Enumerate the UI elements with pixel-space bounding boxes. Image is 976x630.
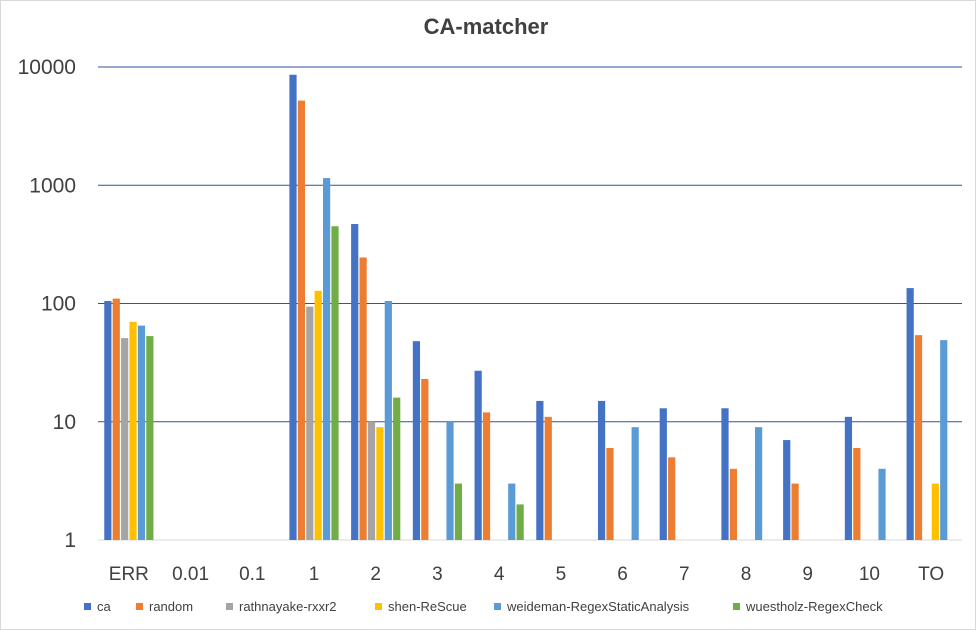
bar-shen-ReScue-TO [931,483,939,540]
x-tick-label: 2 [370,564,381,585]
bar-rathnayake-rxxr2-ERR [121,338,129,540]
bar-weideman-RegexStaticAnalysis-ERR [137,325,146,540]
bar-random-7 [668,457,676,540]
legend-swatch [733,603,740,610]
bar-ca-TO [906,288,914,540]
x-tick-label: 9 [802,564,813,585]
x-tick-label: TO [918,564,944,585]
x-tick-label: 6 [617,564,628,585]
x-tick-label: 3 [432,564,443,585]
x-tick-label: 5 [556,564,567,585]
chart-title: CA-matcher [424,14,549,39]
x-tick-label: 10 [859,564,880,585]
bar-wuestholz-RegexCheck-1 [331,226,339,540]
bar-random-1 [297,100,305,540]
y-tick-label: 1 [64,529,76,552]
x-tick-label: 0.1 [239,564,265,585]
bar-shen-ReScue-2 [376,427,384,540]
bar-weideman-RegexStaticAnalysis-4 [508,483,516,540]
y-axis-ticks: 1 10 100 1000 10000 [18,56,76,552]
bar-random-8 [729,468,737,540]
bar-ca-ERR [104,300,112,540]
bar-ca-8 [721,408,729,540]
bar-random-4 [482,412,491,540]
x-tick-label: 1 [309,564,320,585]
legend-swatch [375,603,382,610]
x-tick-label: 8 [741,564,752,585]
bar-weideman-RegexStaticAnalysis-3 [446,421,454,540]
legend-swatch [494,603,501,610]
legend-swatch [226,603,233,610]
bar-random-ERR [112,298,120,540]
x-axis-ticks: ERR 0.01 0.1 1 2 3 4 5 6 7 8 9 10 TO [109,564,944,585]
legend-swatch [136,603,143,610]
legend-swatch [84,603,91,610]
bar-weideman-RegexStaticAnalysis-8 [755,427,763,540]
bar-wuestholz-RegexCheck-2 [393,397,401,540]
legend-label: rathnayake-rxxr2 [239,599,337,614]
bar-weideman-RegexStaticAnalysis-6 [631,427,639,540]
bar-wuestholz-RegexCheck-4 [516,504,524,540]
x-tick-label: 0.01 [172,564,209,585]
bar-rathnayake-rxxr2-2 [367,421,376,540]
bar-ca-7 [659,408,667,540]
gridlines [98,66,962,541]
x-tick-label: 7 [679,564,690,585]
bar-ca-4 [474,370,482,540]
x-tick-label: 4 [494,564,505,585]
y-tick-label: 10 [53,411,76,434]
x-tick-label: ERR [109,564,149,585]
bar-weideman-RegexStaticAnalysis-1 [323,178,331,540]
bar-random-10 [853,447,861,540]
bar-ca-9 [783,440,791,540]
bar-weideman-RegexStaticAnalysis-2 [384,300,392,540]
legend-label: ca [97,599,112,614]
bar-ca-1 [289,74,297,541]
bar-random-9 [791,483,799,540]
bar-ca-5 [536,400,544,540]
y-tick-label: 1000 [29,174,76,197]
legend-label: weideman-RegexStaticAnalysis [506,599,690,614]
bar-wuestholz-RegexCheck-ERR [146,336,154,540]
bar-random-3 [421,378,429,540]
bar-ca-3 [412,341,421,540]
bar-shen-ReScue-ERR [129,321,137,540]
bar-weideman-RegexStaticAnalysis-10 [878,468,886,540]
bar-weideman-RegexStaticAnalysis-TO [940,340,948,540]
legend-label: random [149,599,193,614]
legend-label: shen-ReScue [388,599,467,614]
legend: ca random rathnayake-rxxr2 shen-ReScue weide… [84,599,883,614]
bar-wuestholz-RegexCheck-3 [454,483,463,540]
bar-random-TO [914,335,923,540]
bars [104,74,948,541]
bar-random-2 [359,257,367,540]
legend-label: wuestholz-RegexCheck [745,599,883,614]
y-tick-label: 10000 [18,56,76,79]
bar-random-6 [606,447,614,540]
bar-random-5 [544,416,552,540]
bar-shen-ReScue-1 [314,290,322,540]
bar-ca-10 [844,416,853,540]
bar-ca-6 [597,400,606,540]
y-tick-label: 100 [41,293,76,316]
bar-ca-2 [351,224,359,541]
bar-rathnayake-rxxr2-1 [306,306,314,540]
